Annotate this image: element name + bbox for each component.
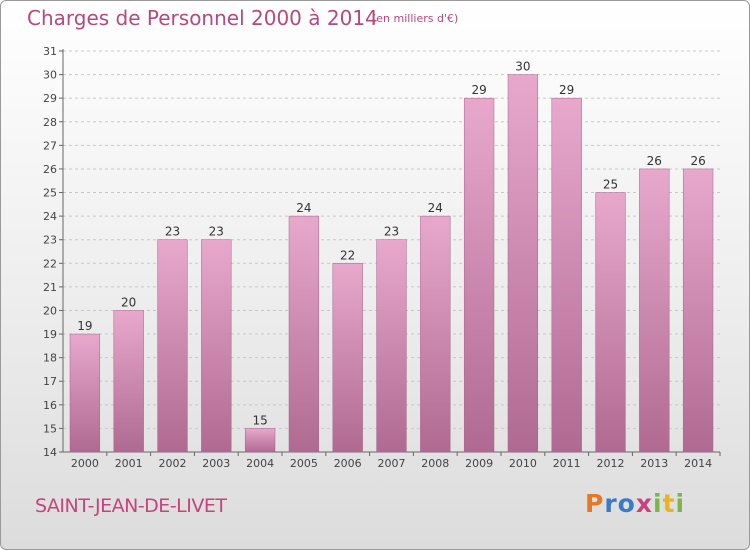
x-tick-label: 2009 [465, 457, 493, 470]
data-label: 23 [384, 225, 399, 239]
bar [463, 97, 495, 453]
commune-name: SAINT-JEAN-DE-LIVET [35, 495, 227, 517]
x-tick-label: 2012 [597, 457, 625, 470]
data-label: 23 [165, 225, 180, 239]
bars [69, 74, 714, 453]
bar [113, 310, 144, 453]
bar [595, 192, 626, 453]
bar [420, 215, 451, 453]
y-tick-label: 22 [43, 257, 57, 270]
y-tick-label: 19 [43, 328, 57, 341]
data-label: 24 [296, 201, 311, 215]
x-tick-label: 2011 [553, 457, 581, 470]
logo-letter: i [653, 489, 663, 518]
bar [201, 239, 232, 453]
x-tick-label: 2014 [684, 457, 712, 470]
data-label: 23 [209, 225, 224, 239]
data-label: 25 [603, 178, 618, 192]
data-label: 20 [121, 295, 136, 309]
bar [639, 168, 670, 453]
data-label: 22 [340, 248, 355, 262]
bar [288, 215, 320, 453]
y-tick-label: 21 [43, 281, 57, 294]
x-tick-label: 2005 [290, 457, 318, 470]
bar [69, 333, 101, 453]
chart-title: Charges de Personnel 2000 à 2014 [27, 6, 378, 30]
x-tick-label: 2010 [509, 457, 537, 470]
bar [551, 97, 582, 453]
data-label: 15 [252, 413, 267, 427]
data-label: 26 [690, 154, 705, 168]
bar [682, 168, 714, 453]
data-label: 19 [77, 319, 92, 333]
y-tick-label: 26 [43, 163, 57, 176]
x-tick-label: 2008 [421, 457, 449, 470]
data-label: 30 [515, 60, 530, 74]
bar [332, 263, 363, 453]
bar [376, 239, 407, 453]
y-tick-label: 18 [43, 352, 57, 365]
logo-letter: x [635, 489, 653, 518]
x-tick-label: 2006 [334, 457, 362, 470]
logo-letter: P [585, 489, 605, 518]
y-tick-label: 14 [43, 446, 57, 459]
y-tick-label: 20 [43, 304, 57, 317]
y-tick-label: 31 [43, 45, 57, 58]
data-label: 26 [647, 154, 662, 168]
y-tick-label: 30 [43, 69, 57, 82]
data-label: 29 [471, 83, 486, 97]
logo-letter: t [662, 489, 676, 518]
x-tick-label: 2007 [378, 457, 406, 470]
bar [157, 239, 188, 453]
x-tick-label: 2002 [159, 457, 187, 470]
chart-subtitle: (en milliers d'€) [372, 12, 459, 25]
logo-letter: o [617, 489, 636, 518]
y-tick-label: 17 [43, 375, 57, 388]
y-tick-label: 29 [43, 92, 57, 105]
y-tick-label: 27 [43, 139, 57, 152]
y-tick-label: 23 [43, 234, 57, 247]
data-label: 24 [428, 201, 443, 215]
bar [507, 74, 539, 453]
proxiti-logo: Proxiti [585, 489, 685, 518]
bar [244, 428, 276, 453]
x-tick-label: 2003 [202, 457, 230, 470]
y-tick-label: 15 [43, 422, 57, 435]
x-tick-label: 2013 [640, 457, 668, 470]
x-tick-label: 2000 [71, 457, 99, 470]
y-tick-label: 24 [43, 210, 57, 223]
data-label: 29 [559, 83, 574, 97]
y-tick-label: 16 [43, 399, 57, 412]
logo-letter: i [675, 489, 686, 518]
y-tick-label: 28 [43, 116, 57, 129]
logo-letter: r [604, 489, 618, 518]
x-tick-label: 2004 [246, 457, 274, 470]
labels: 14 15 16 17 18 19 20 21 22 23 24 25 26 27 28 29 30 31 19 20… [43, 45, 712, 470]
y-tick-label: 25 [43, 187, 57, 200]
x-tick-label: 2001 [115, 457, 143, 470]
